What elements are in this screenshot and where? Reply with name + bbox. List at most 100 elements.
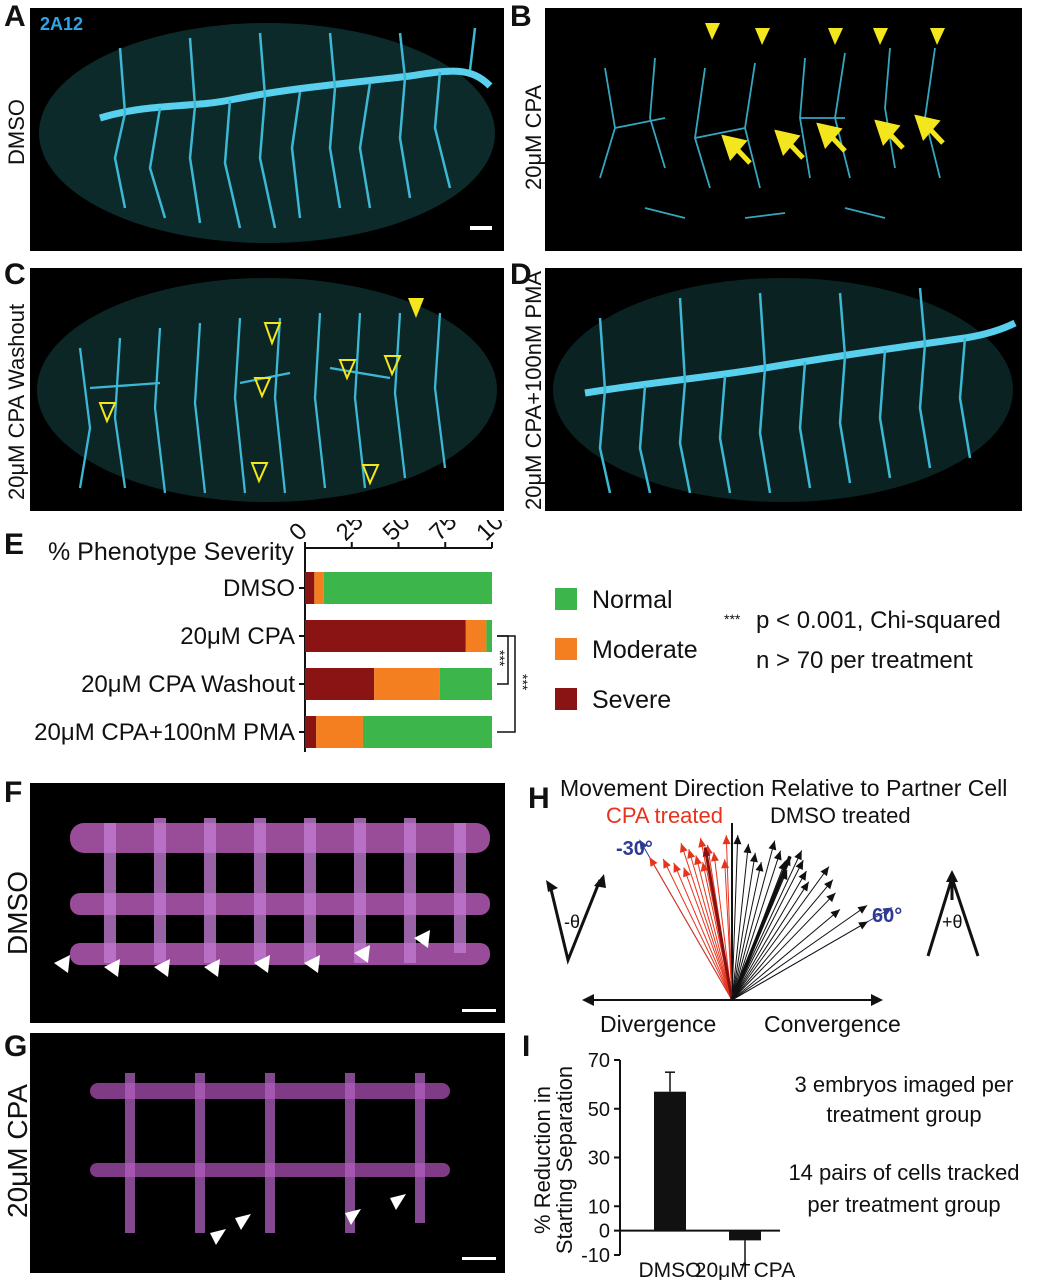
- dmso-direction-arrow: [731, 835, 739, 1001]
- cpa-direction-arrow-head: [710, 852, 719, 862]
- y-tick-label: -10: [581, 1245, 610, 1267]
- dmso-direction-arrow-head: [857, 905, 868, 914]
- dmso-direction-arrow: [731, 870, 807, 1001]
- cpa-direction-arrow-head: [679, 843, 688, 853]
- diverge-icon-label: -θ: [564, 912, 580, 932]
- converge-icon-head: [946, 870, 958, 882]
- panel-f-label: DMSO: [2, 871, 33, 955]
- cpa-direction-arrow: [673, 862, 733, 1001]
- chart-e-title: % Phenotype Severity: [48, 538, 294, 566]
- dmso-direction-arrow-head: [824, 879, 833, 890]
- x-tick-label: 50: [378, 520, 416, 546]
- diverge-icon-head: [594, 874, 606, 888]
- micrograph-dmso: 2A12: [30, 8, 504, 251]
- y-tick-label: 50: [588, 1099, 610, 1121]
- x-tick-label: 25: [331, 520, 369, 546]
- category-label: 20μM CPA: [695, 1259, 795, 1280]
- cpa-direction-arrow-head: [698, 838, 707, 848]
- bar-severe: [305, 716, 317, 748]
- dmso-direction-arrow: [731, 881, 810, 1001]
- trachea-image-d: [553, 278, 1017, 502]
- cpa-direction-arrow-head: [663, 858, 671, 869]
- dmso-direction-arrow: [731, 840, 776, 1001]
- panel-letter-g: G: [4, 1030, 28, 1063]
- bar-normal: [439, 668, 492, 700]
- note-pairs: 14 pairs of cells tracked: [788, 1160, 1019, 1185]
- bar-0: [654, 1091, 686, 1231]
- panel-g-label: 20μM CPA: [2, 1084, 33, 1218]
- divergence-label: Divergence: [600, 1011, 716, 1037]
- x-tick-label: 100: [471, 520, 518, 546]
- n-note: n > 70 per treatment: [756, 647, 973, 674]
- dmso-direction-arrow-head: [733, 835, 742, 845]
- dmso-direction-arrow-head: [743, 843, 752, 854]
- micrograph-cpa: [545, 8, 1022, 251]
- y-tick-label: 30: [588, 1148, 610, 1170]
- trachea-image-c: [37, 278, 497, 502]
- note-embryos: 3 embryos imaged per: [795, 1072, 1014, 1097]
- series-label-cpa: CPA treated: [606, 803, 723, 828]
- panel-letter-h: H: [528, 782, 550, 815]
- limit-ray-negative-head: [639, 839, 648, 850]
- bar-severe: [305, 620, 466, 652]
- y-tick-label: 10: [588, 1196, 610, 1218]
- limit-label-negative: -30°: [616, 838, 653, 860]
- bar-moderate: [465, 620, 487, 652]
- cpa-direction-arrow-head: [721, 859, 730, 869]
- dmso-direction-arrow: [731, 879, 834, 1001]
- dmso-direction-arrow: [731, 908, 841, 1001]
- panel-letter-f: F: [4, 776, 23, 809]
- legend-swatch-moderate: [555, 638, 577, 660]
- cpa-direction-arrow-head: [722, 835, 731, 845]
- live-imaging-cpa: [30, 1033, 505, 1273]
- legend-swatch-severe: [555, 688, 577, 710]
- dmso-mean-arrow-head: [782, 856, 791, 867]
- cpa-direction-arrow-head: [694, 855, 703, 866]
- dmso-direction-arrow-head: [826, 892, 836, 903]
- dmso-direction-arrow-head: [858, 921, 868, 930]
- panel-letter-c: C: [4, 258, 26, 291]
- cpa-direction-arrow: [649, 856, 733, 1001]
- direction-axis-left-head: [582, 994, 594, 1006]
- movement-direction-chart: Movement Direction Relative to Partner C…: [546, 775, 1007, 1037]
- dmso-direction-arrow: [731, 852, 756, 1001]
- bar-moderate: [316, 716, 363, 748]
- chart-h-title: Movement Direction Relative to Partner C…: [560, 775, 1007, 801]
- panel-a-label: DMSO: [4, 99, 29, 165]
- panel-letter-d: D: [510, 258, 532, 291]
- converge-icon-label: +θ: [942, 912, 963, 932]
- direction-axis-right-head: [871, 994, 883, 1006]
- bar-moderate: [314, 572, 324, 604]
- note-pairs: per treatment group: [807, 1192, 1000, 1217]
- bar-normal: [323, 572, 492, 604]
- trachea-image-b: [599, 23, 945, 219]
- dmso-direction-arrow-head: [830, 909, 841, 919]
- legend-label: Normal: [592, 586, 673, 614]
- cpa-direction-arrow: [725, 835, 733, 1001]
- limit-ray-positive-head: [882, 907, 893, 916]
- dmso-direction-arrow: [731, 859, 804, 1001]
- limit-label-positive: 60°: [872, 905, 902, 927]
- dmso-direction-arrow-head: [798, 870, 807, 881]
- tracked-cells-image-g: [90, 1073, 496, 1260]
- dmso-direction-arrow: [731, 866, 830, 1001]
- dmso-direction-arrow: [731, 861, 762, 1001]
- cpa-mean-arrow: [703, 847, 734, 1001]
- diverge-icon: [548, 879, 602, 965]
- live-imaging-dmso: [30, 783, 505, 1023]
- convergence-label: Convergence: [764, 1011, 901, 1037]
- cpa-direction-arrow: [683, 867, 733, 1001]
- category-label: 20μM CPA Washout: [81, 671, 295, 698]
- bar-severe: [305, 572, 315, 604]
- note-embryos: treatment group: [826, 1102, 981, 1127]
- cpa-direction-arrow: [695, 855, 733, 1001]
- cpa-mean-arrow-head: [702, 847, 711, 857]
- micrograph-cpa-washout: [30, 268, 504, 511]
- significance-bracket: [497, 635, 516, 733]
- panel-letter-b: B: [510, 0, 532, 33]
- bar-normal: [486, 620, 492, 652]
- cpa-direction-arrow-head: [649, 857, 658, 867]
- dmso-direction-arrow: [731, 892, 836, 1001]
